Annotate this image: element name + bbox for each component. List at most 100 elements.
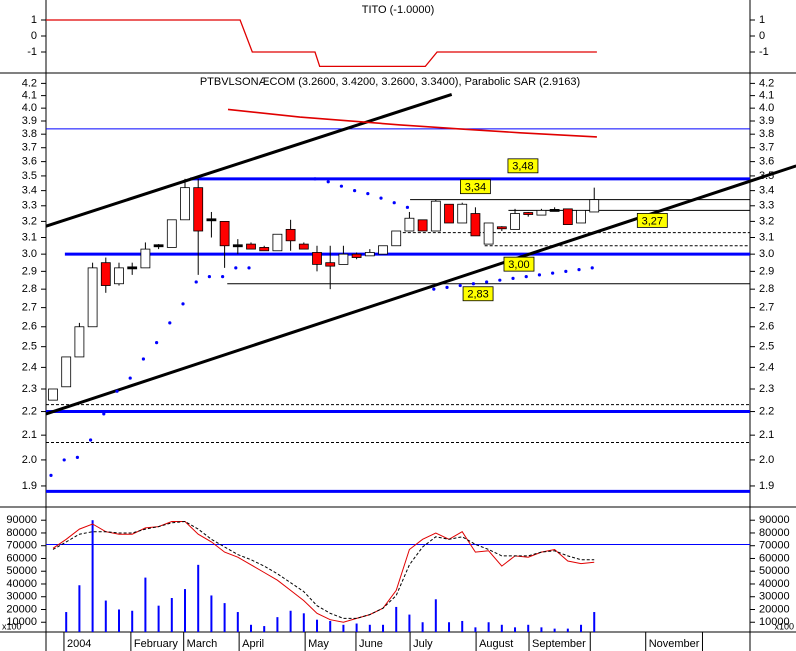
oscillator-line [52, 521, 595, 623]
sar-dot [128, 376, 132, 380]
candle-body [444, 203, 454, 224]
y-tick-label: 3.9 [759, 115, 774, 127]
y-tick-label: 90000 [759, 514, 790, 526]
y-tick-label: 3.6 [22, 156, 37, 168]
volume-bar [580, 624, 583, 632]
candle-body [298, 243, 309, 250]
y-tick-label: -1 [759, 46, 769, 58]
y-tick-label: 10000 [759, 616, 790, 628]
y-tick-label: 3.3 [759, 200, 774, 212]
volume-bar [236, 612, 239, 632]
y-tick-label: 3.2 [759, 215, 774, 227]
y-tick-label: 1 [31, 14, 37, 26]
volume-bar [91, 520, 94, 632]
sar-dot [62, 458, 66, 462]
volume-bar [184, 589, 187, 632]
x-tick-label: June [359, 638, 383, 650]
sar-dot [366, 192, 370, 196]
sar-dot [207, 275, 212, 279]
y-tick-label: 2.2 [22, 405, 37, 417]
volume-bar [487, 622, 490, 632]
candle-body [193, 187, 204, 232]
candle-body [312, 252, 322, 265]
volume-bar [170, 598, 173, 632]
candle-body [510, 213, 520, 230]
volume-bar [118, 609, 121, 632]
candle-body [285, 228, 296, 242]
sar-dot [234, 266, 238, 270]
sar-dot [181, 302, 185, 306]
y-tick-label: 4.2 [759, 77, 774, 89]
y-tick-label: 2.2 [759, 405, 774, 417]
volume-bar [342, 624, 345, 632]
candle-body [457, 203, 468, 224]
candle-body [536, 210, 547, 216]
candle-body [576, 210, 586, 224]
y-tick-label: 90000 [6, 514, 37, 526]
y-tick-label: 40000 [759, 578, 790, 590]
candle-body [48, 388, 58, 401]
y-tick-label: 80000 [6, 527, 37, 539]
y-tick-label: 2.8 [22, 283, 37, 295]
volume-bar [131, 610, 134, 632]
y-tick-label: 2.1 [22, 429, 37, 441]
annotation-label: 2,83 [467, 289, 488, 301]
sar-dot [564, 269, 568, 273]
sar-dot [458, 283, 462, 288]
candle-body [153, 244, 164, 248]
candle-body [364, 252, 375, 257]
y-tick-label: 2.4 [759, 361, 774, 373]
y-tick-label: 2.3 [759, 383, 774, 395]
sar-dot [115, 389, 119, 393]
candle-body [483, 222, 494, 245]
sar-dot [326, 180, 330, 184]
trend-line [45, 164, 796, 416]
x-tick-label: July [413, 638, 433, 650]
sar-dot [194, 280, 198, 284]
volume-bar [289, 610, 292, 632]
volume-bar [395, 606, 398, 632]
sar-dot [405, 205, 410, 209]
candle-body [351, 253, 362, 258]
volume-bar [553, 628, 556, 632]
y-tick-label: 2.6 [759, 321, 774, 333]
volume-bar [461, 620, 464, 632]
candle-body [430, 200, 441, 232]
y-tick-label: 20000 [759, 603, 790, 615]
volume-bar [448, 622, 451, 632]
price-title: PTBVLSONÆCOM (3.2600, 3.4200, 3.2600, 3.… [200, 76, 580, 88]
y-tick-label: 80000 [759, 527, 790, 539]
candle-body [206, 218, 217, 222]
candle-body [219, 220, 230, 247]
candle-body [166, 219, 177, 248]
volume-bar [527, 624, 530, 632]
volume-bar [157, 605, 160, 632]
volume-bar [263, 626, 266, 632]
candle-body [232, 244, 243, 248]
y-tick-label: 3.4 [759, 185, 774, 197]
y-tick-label: 1 [759, 14, 765, 26]
y-tick-label: 2.8 [759, 283, 774, 295]
sar-dot [168, 321, 172, 325]
candle-body [140, 248, 151, 269]
volume-bar [421, 622, 424, 632]
y-tick-label: 1.9 [22, 480, 37, 492]
volume-bar [368, 624, 371, 632]
candle-body [562, 208, 573, 225]
y-tick-label: 3.7 [22, 142, 37, 154]
volume-bar [408, 614, 411, 632]
x-tick-label: September [532, 638, 586, 650]
y-tick-label: -1 [27, 46, 37, 58]
candle-body [272, 233, 283, 252]
y-tick-label: 3.8 [759, 128, 774, 140]
volume-bar [382, 624, 385, 632]
unit-label: x100 [774, 621, 794, 631]
candle-body [325, 262, 336, 267]
y-tick-label: 2.1 [759, 429, 774, 441]
sar-dot [155, 341, 159, 345]
candle-body [127, 266, 138, 270]
candle-body [417, 219, 428, 232]
candle-body [378, 245, 388, 255]
annotation-box [460, 179, 491, 195]
